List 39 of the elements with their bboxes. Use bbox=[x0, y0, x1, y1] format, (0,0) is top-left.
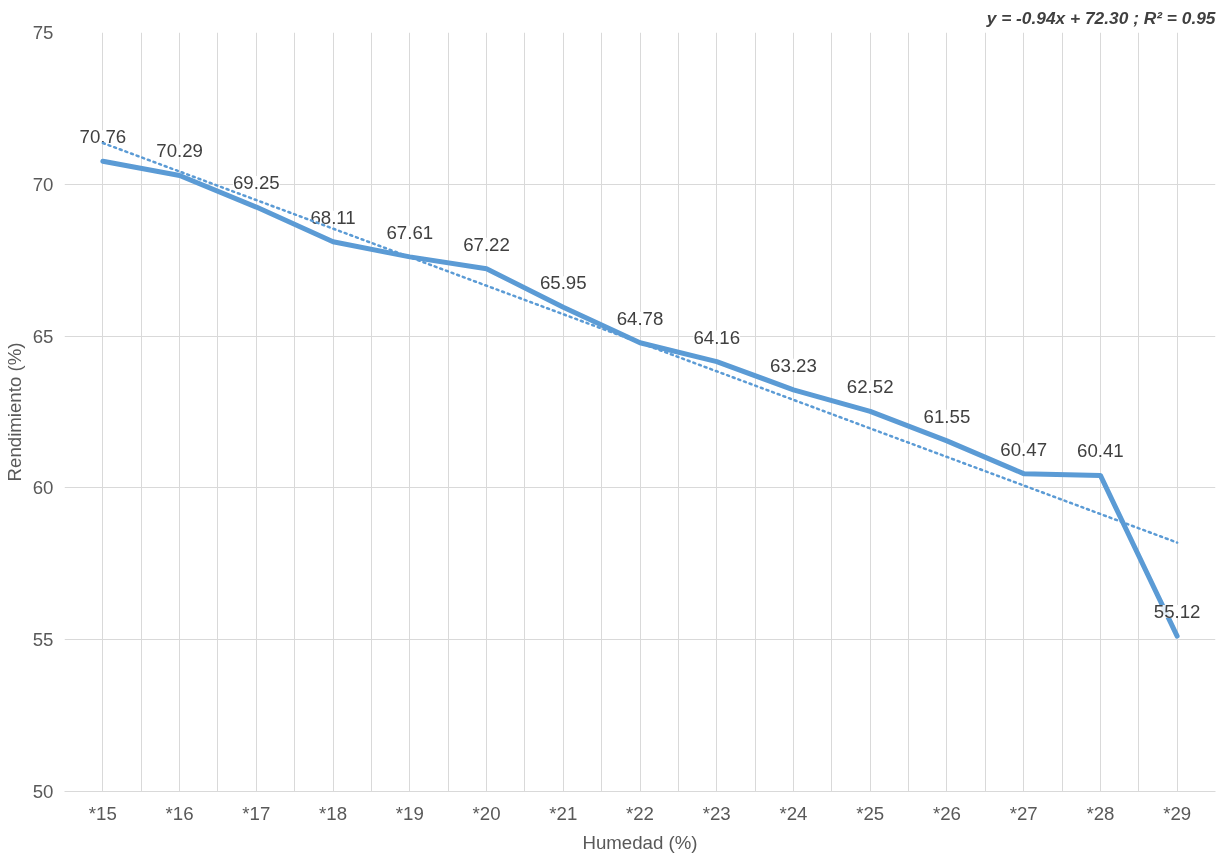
y-tick-label: 65 bbox=[32, 325, 54, 347]
data-label: 67.22 bbox=[463, 233, 510, 255]
data-label: 67.61 bbox=[386, 221, 434, 243]
data-label: 60.47 bbox=[1000, 438, 1048, 460]
y-axis-title: Rendimiento (%) bbox=[3, 342, 25, 482]
y-tick-label: 60 bbox=[32, 477, 54, 499]
data-label: 55.12 bbox=[1153, 601, 1201, 623]
y-tick-label: 70 bbox=[32, 173, 54, 195]
x-tick-label: *22 bbox=[625, 802, 655, 824]
x-tick-label: *16 bbox=[165, 802, 194, 824]
x-tick-label: *25 bbox=[856, 802, 885, 824]
x-tick-label: *20 bbox=[472, 802, 501, 824]
x-tick-label: *26 bbox=[932, 802, 961, 824]
data-label: 60.41 bbox=[1077, 440, 1124, 462]
x-tick-label: *17 bbox=[242, 802, 271, 824]
data-label: 63.23 bbox=[770, 354, 817, 376]
x-tick-label: *24 bbox=[779, 802, 808, 824]
x-tick-label: *28 bbox=[1086, 802, 1115, 824]
x-tick-label: *18 bbox=[319, 802, 348, 824]
data-label: 68.11 bbox=[310, 206, 356, 228]
x-tick-label: *15 bbox=[88, 802, 117, 824]
data-label: 61.55 bbox=[923, 405, 971, 427]
y-tick-label: 55 bbox=[32, 629, 54, 651]
x-tick-label: *23 bbox=[702, 802, 731, 824]
x-tick-label: *27 bbox=[1009, 802, 1038, 824]
data-label: 65.95 bbox=[539, 272, 587, 294]
data-label: 70.76 bbox=[79, 126, 127, 148]
data-label: 69.25 bbox=[232, 172, 280, 194]
data-label: 64.78 bbox=[616, 307, 664, 329]
data-label: 70.29 bbox=[156, 140, 203, 162]
y-tick-label: 50 bbox=[32, 781, 54, 802]
x-tick-label: *29 bbox=[1163, 802, 1192, 824]
data-label: 64.16 bbox=[693, 326, 741, 348]
y-tick-label: 75 bbox=[32, 22, 54, 43]
x-tick-label: *21 bbox=[549, 802, 578, 824]
x-axis-title: Humedad (%) bbox=[582, 831, 698, 853]
data-label: 62.52 bbox=[846, 376, 894, 398]
text: y = -0.94x + 72.30 ; R² = 0.95 bbox=[985, 7, 1216, 28]
x-tick-label: *19 bbox=[395, 802, 424, 824]
